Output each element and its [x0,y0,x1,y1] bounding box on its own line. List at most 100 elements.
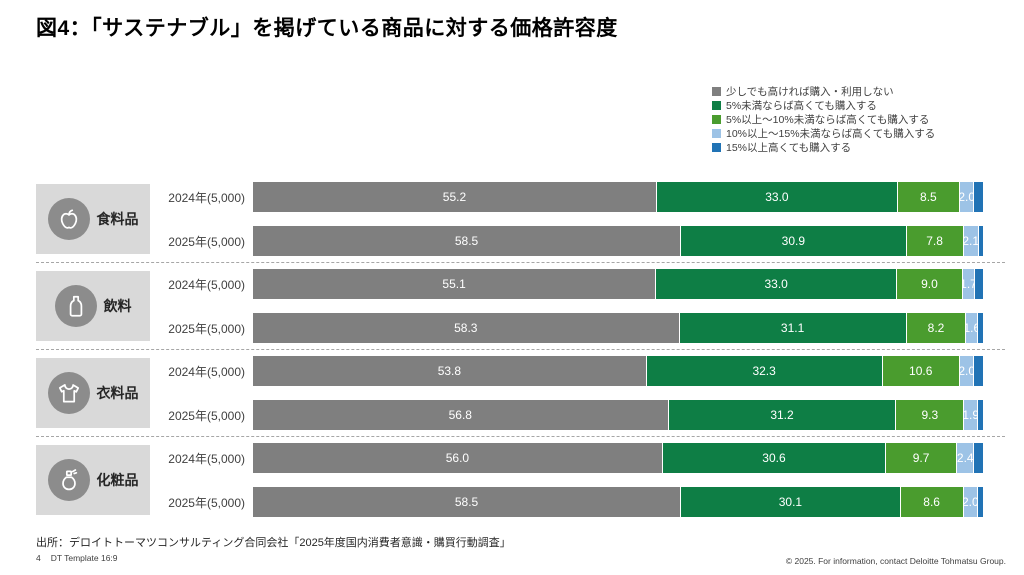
bar-segment-0: 58.5 [253,226,681,256]
bar-segment-3: 2.0 [958,356,974,386]
stacked-bar: 56.0 30.6 9.7 2.4 [253,443,983,473]
chart-legend: 少しでも高ければ購入・利用しない 5%未満ならば高くても購入する 5%以上～10%未… [712,84,935,154]
bar-segment-4 [973,356,983,386]
stacked-bar: 58.5 30.1 8.6 2.0 [253,487,983,517]
segment-value-label: 2.0 [958,364,974,378]
stacked-bar: 55.1 33.0 9.0 1.7 [253,269,983,299]
bar-segment-1: 33.0 [655,269,897,299]
legend-color-chip [712,128,721,138]
segment-value-label: 53.8 [437,364,462,378]
category-box-food: 食料品 [36,184,150,254]
legend-item-0: 少しでも高ければ購入・利用しない [712,84,935,98]
category-label: 衣料品 [96,385,139,401]
category-label: 飲料 [103,298,132,314]
segment-value-label: 2.0 [958,190,974,204]
segment-value-label: 33.0 [764,277,788,291]
bar-row: 2025年(5,000) 58.3 31.1 8.2 1.6 [150,313,1005,343]
segment-value-label: 1.6 [966,321,977,335]
bar-segment-3: 2.1 [962,226,978,256]
bar-segment-0: 55.2 [253,182,656,212]
bar-row: 2025年(5,000) 56.8 31.2 9.3 1.9 [150,400,1005,430]
bar-segment-4 [977,400,983,430]
segment-value-label: 58.5 [454,495,479,509]
bar-segment-2: 8.6 [899,487,963,517]
segment-value-label: 30.6 [762,451,786,465]
segment-value-label: 31.1 [780,321,805,335]
segment-value-label: 8.6 [923,495,940,509]
slide-meta: 4 DT Template 16:9 [36,553,118,563]
tshirt-icon [47,372,90,414]
segment-value-label: 9.7 [912,451,930,465]
legend-color-chip [712,100,721,110]
bar-segment-2: 9.0 [896,269,962,299]
bar-segment-0: 53.8 [253,356,646,386]
bar-segment-3: 2.0 [958,182,974,212]
bar-segment-0: 55.1 [253,269,656,299]
category-box-beverage: 飲料 [36,271,150,341]
legend-color-chip [712,142,721,152]
bar-row: 2025年(5,000) 58.5 30.1 8.6 2.0 [150,487,1005,517]
category-group-cosmetics: 化粧品 2024年(5,000) 56.0 30.6 9.7 2.4 2025年(5,00… [36,436,1005,523]
apple-icon [47,198,90,240]
segment-value-label: 8.5 [920,190,937,204]
legend-item-3: 10%以上～15%未満ならば高くても購入する [712,126,935,140]
segment-value-label: 2.1 [962,234,978,248]
stacked-bar: 53.8 32.3 10.6 2.0 [253,356,983,386]
segment-value-label: 31.2 [770,408,794,422]
segment-value-label: 10.6 [909,364,933,378]
stacked-bar: 58.3 31.1 8.2 1.6 [253,313,983,343]
bar-rows-clothing: 2024年(5,000) 53.8 32.3 10.6 2.0 2025年(5,000) 5… [150,356,1005,430]
legend-label: 15%以上高くても購入する [726,141,852,154]
bar-segment-4 [973,182,983,212]
bar-rows-beverage: 2024年(5,000) 55.1 33.0 9.0 1.7 2025年(5,000) 58… [150,269,1005,343]
bar-segment-1: 30.9 [680,226,906,256]
bar-segment-1: 30.6 [661,443,886,473]
segment-value-label: 7.8 [926,234,943,248]
year-label: 2024年(5,000) [168,190,245,205]
category-label: 化粧品 [96,472,139,488]
bar-segment-3: 2.4 [955,443,974,473]
bar-segment-2: 8.5 [896,182,959,212]
stacked-bar: 56.8 31.2 9.3 1.9 [253,400,983,430]
year-label: 2024年(5,000) [168,364,245,379]
year-label: 2025年(5,000) [168,234,245,249]
cosmetics-icon [47,459,90,501]
year-label: 2025年(5,000) [168,495,245,510]
segment-value-label: 9.0 [921,277,938,291]
segment-value-label: 55.1 [442,277,466,291]
stacked-bar-chart: 食料品 2024年(5,000)55.233.08.52.02025年(5,00… [36,176,1005,523]
segment-value-label: 33.0 [765,190,789,204]
bar-rows-food: 2024年(5,000) 55.2 33.0 8.5 2.0 2025年(5,000) 58… [150,182,1005,256]
bar-segment-2: 9.7 [885,443,956,473]
page-number: 4 [36,553,41,563]
template-name: DT Template 16:9 [50,553,118,563]
bar-rows-cosmetics: 2024年(5,000) 56.0 30.6 9.7 2.4 2025年(5,000) 58… [150,443,1005,517]
segment-value-label: 2.4 [956,451,974,465]
category-group-beverage: 飲料 2024年(5,000) 55.1 33.0 9.0 1.7 2025年(5,000… [36,262,1005,349]
segment-value-label: 32.3 [752,364,776,378]
bar-row: 2024年(5,000) 55.1 33.0 9.0 1.7 [150,269,1005,299]
year-label: 2025年(5,000) [168,408,245,423]
bar-segment-1: 30.1 [680,487,900,517]
legend-label: 10%以上～15%未満ならば高くても購入する [726,127,936,140]
source-note: 出所：デロイトトーマツコンサルティング合同会社「2025年度国内消費者意識・購買… [36,537,511,549]
bar-row: 2025年(5,000) 58.5 30.9 7.8 2.1 [150,226,1005,256]
bar-segment-4 [977,226,983,256]
segment-value-label: 1.9 [964,408,977,422]
category-box-cosmetics: 化粧品 [36,445,150,515]
legend-label: 少しでも高ければ購入・利用しない [726,85,894,98]
segment-value-label: 30.9 [781,234,805,248]
segment-value-label: 2.0 [962,495,978,509]
segment-value-label: 30.1 [778,495,803,509]
bar-segment-2: 8.2 [905,313,966,343]
legend-label: 5%未満ならば高くても購入する [726,99,877,112]
bar-segment-0: 56.8 [253,400,668,430]
segment-value-label: 58.5 [454,234,479,248]
segment-value-label: 8.2 [927,321,945,335]
bar-segment-4 [974,269,983,299]
year-label: 2024年(5,000) [168,451,245,466]
bar-segment-0: 58.5 [253,487,681,517]
segment-value-label: 58.3 [454,321,478,335]
bar-segment-3: 2.0 [962,487,978,517]
category-group-clothing: 衣料品 2024年(5,000) 53.8 32.3 10.6 2.0 2025年(5,0… [36,349,1005,436]
